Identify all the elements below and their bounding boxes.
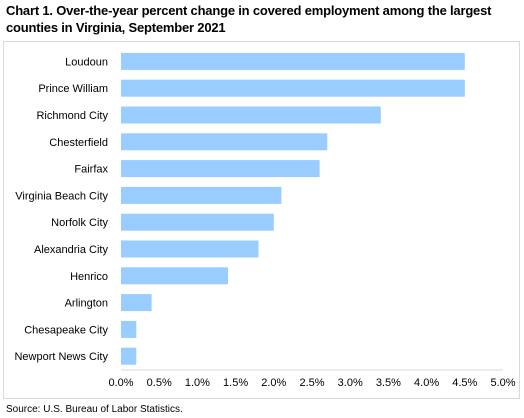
x-tick-label: 5.0% [490, 377, 515, 389]
bar-arlington [121, 294, 152, 312]
category-label-prince-william: Prince William [38, 83, 108, 95]
x-tick-label: 4.0% [414, 377, 439, 389]
bar-loudoun [121, 52, 465, 70]
x-tick-label: 3.5% [376, 377, 401, 389]
category-label-richmond-city: Richmond City [36, 110, 108, 122]
x-tick-label: 4.5% [452, 377, 477, 389]
x-tick-label: 1.0% [185, 377, 210, 389]
bar-virginia-beach-city [121, 186, 282, 204]
category-label-henrico: Henrico [70, 271, 108, 283]
bar-chesapeake-city [121, 320, 137, 338]
category-label-norfolk-city: Norfolk City [51, 217, 108, 229]
bar-alexandria-city [121, 240, 259, 258]
x-tick-label: 2.0% [261, 377, 286, 389]
category-label-loudoun: Loudoun [65, 56, 108, 68]
category-label-arlington: Arlington [65, 298, 108, 310]
category-labels: Loudoun Prince William Richmond City Cheste… [14, 56, 108, 363]
bars-group [121, 52, 465, 365]
x-tick-label: 3.0% [338, 377, 363, 389]
bar-norfolk-city [121, 213, 274, 231]
x-tick-label: 0.5% [147, 377, 172, 389]
x-tick-label: 0.0% [108, 377, 133, 389]
category-label-fairfax: Fairfax [74, 164, 108, 176]
bar-prince-william [121, 79, 465, 97]
x-tick-label: 1.5% [223, 377, 248, 389]
category-label-chesterfield: Chesterfield [49, 137, 108, 149]
bar-henrico [121, 267, 228, 285]
category-label-alexandria-city: Alexandria City [34, 244, 108, 256]
bar-fairfax [121, 160, 320, 178]
category-label-newport-news-city: Newport News City [14, 351, 108, 363]
bar-richmond-city [121, 106, 381, 124]
bar-chesterfield [121, 133, 328, 151]
x-tick-label: 2.5% [299, 377, 324, 389]
bar-newport-news-city [121, 347, 137, 365]
chart-title: Chart 1. Over-the-year percent change in… [6, 3, 492, 35]
category-label-virginia-beach-city: Virginia Beach City [15, 190, 108, 202]
category-label-chesapeake-city: Chesapeake City [24, 324, 108, 336]
source-note: Source: U.S. Bureau of Labor Statistics. [6, 404, 183, 415]
chart-frame [3, 41, 520, 399]
x-axis: 0.0% 0.5% 1.0% 1.5% 2.0% 2.5% 3.0% 3.5% 4.0% 4.5%… [108, 369, 516, 389]
